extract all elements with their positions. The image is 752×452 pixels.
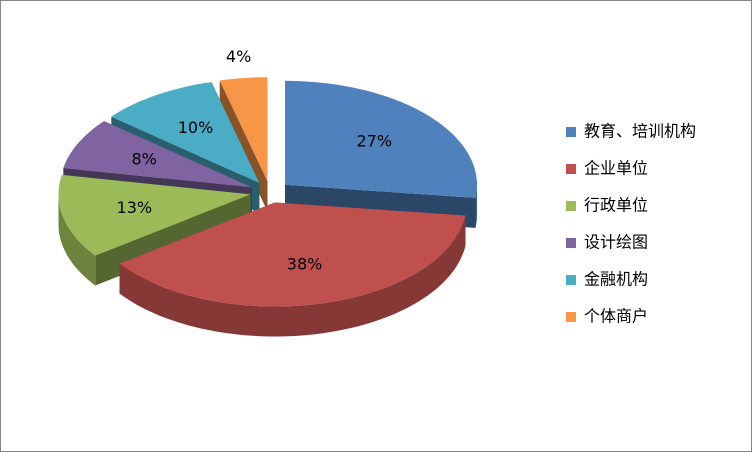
legend-label: 金融机构 <box>584 270 648 289</box>
pie: 27% 38% 13% 8% 10% 4% <box>58 47 477 337</box>
legend-label: 教育、培训机构 <box>584 122 696 141</box>
legend-swatch <box>566 164 576 174</box>
data-label: 13% <box>117 198 153 217</box>
legend-label: 设计绘图 <box>584 233 648 252</box>
slice-wall <box>58 194 96 286</box>
slice <box>63 121 252 188</box>
slice <box>219 77 268 182</box>
legend-swatch <box>566 201 576 211</box>
legend-swatch <box>566 312 576 322</box>
data-label: 38% <box>287 254 323 273</box>
legend-label: 行政单位 <box>584 196 648 215</box>
slice <box>111 82 260 183</box>
legend-label: 个体商户 <box>584 307 648 326</box>
legend-swatch <box>566 238 576 248</box>
slice-wall <box>475 184 477 228</box>
data-label: 10% <box>178 118 214 137</box>
legend-swatch <box>566 127 576 137</box>
legend-label: 企业单位 <box>584 159 648 178</box>
slice <box>119 202 466 307</box>
data-label: 4% <box>226 47 251 66</box>
data-label: 27% <box>357 132 393 151</box>
data-label: 8% <box>131 149 156 168</box>
slice <box>285 80 477 198</box>
legend-swatch <box>566 275 576 285</box>
slice-wall <box>119 215 466 337</box>
slice <box>58 174 251 256</box>
